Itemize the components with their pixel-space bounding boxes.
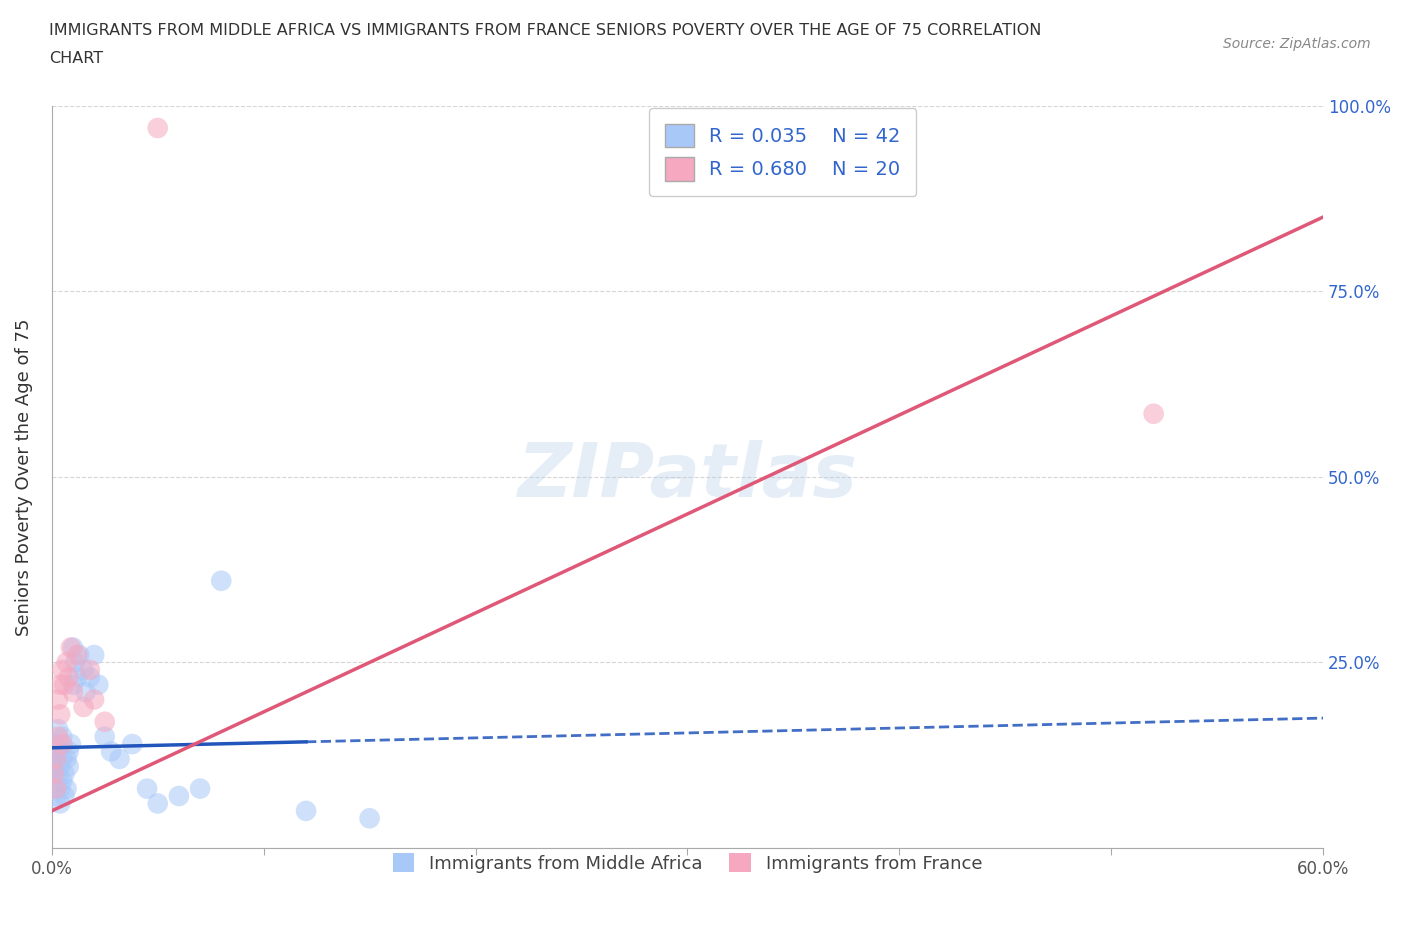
Point <box>295 804 318 818</box>
Y-axis label: Seniors Poverty Over the Age of 75: Seniors Poverty Over the Age of 75 <box>15 318 32 635</box>
Point <box>93 729 115 744</box>
Point <box>51 729 73 744</box>
Point <box>53 789 76 804</box>
Point <box>55 781 77 796</box>
Point <box>49 707 72 722</box>
Point <box>53 766 76 781</box>
Legend: R = 0.035    N = 42, R = 0.680    N = 20: R = 0.035 N = 42, R = 0.680 N = 20 <box>650 108 917 196</box>
Point <box>49 759 72 774</box>
Point <box>42 766 65 781</box>
Point <box>45 789 67 804</box>
Text: ZIPatlas: ZIPatlas <box>517 440 858 513</box>
Point <box>46 722 69 737</box>
Point <box>62 640 84 655</box>
Point <box>58 670 80 684</box>
Point <box>83 647 105 662</box>
Point <box>51 662 73 677</box>
Point <box>45 751 67 766</box>
Point <box>83 692 105 707</box>
Point <box>49 677 72 692</box>
Point <box>45 751 67 766</box>
Point <box>93 714 115 729</box>
Point <box>66 670 89 684</box>
Point <box>55 751 77 766</box>
Point <box>209 573 232 588</box>
Point <box>59 737 82 751</box>
Point <box>87 677 110 692</box>
Point <box>59 640 82 655</box>
Text: CHART: CHART <box>49 51 103 66</box>
Point <box>146 796 169 811</box>
Point <box>75 684 97 699</box>
Point <box>58 759 80 774</box>
Point <box>62 684 84 699</box>
Point <box>42 737 65 751</box>
Point <box>55 655 77 670</box>
Point <box>79 670 101 684</box>
Point <box>66 647 89 662</box>
Point <box>100 744 122 759</box>
Point <box>49 796 72 811</box>
Point <box>72 662 94 677</box>
Point <box>51 751 73 766</box>
Point <box>58 744 80 759</box>
Point <box>1142 406 1164 421</box>
Point <box>45 781 67 796</box>
Text: IMMIGRANTS FROM MIDDLE AFRICA VS IMMIGRANTS FROM FRANCE SENIORS POVERTY OVER THE: IMMIGRANTS FROM MIDDLE AFRICA VS IMMIGRA… <box>49 23 1042 38</box>
Point <box>51 774 73 789</box>
Text: Source: ZipAtlas.com: Source: ZipAtlas.com <box>1223 37 1371 51</box>
Point <box>167 789 190 804</box>
Point <box>46 729 69 744</box>
Point <box>121 737 143 751</box>
Point <box>62 677 84 692</box>
Point <box>188 781 211 796</box>
Point <box>67 647 90 662</box>
Point <box>45 781 67 796</box>
Point <box>79 662 101 677</box>
Point <box>108 751 131 766</box>
Point <box>46 744 69 759</box>
Point <box>136 781 159 796</box>
Point <box>51 737 73 751</box>
Point <box>46 692 69 707</box>
Point <box>146 121 169 136</box>
Point <box>63 655 86 670</box>
Point <box>359 811 381 826</box>
Point <box>49 781 72 796</box>
Point <box>53 677 76 692</box>
Point <box>72 699 94 714</box>
Point <box>46 766 69 781</box>
Point <box>42 766 65 781</box>
